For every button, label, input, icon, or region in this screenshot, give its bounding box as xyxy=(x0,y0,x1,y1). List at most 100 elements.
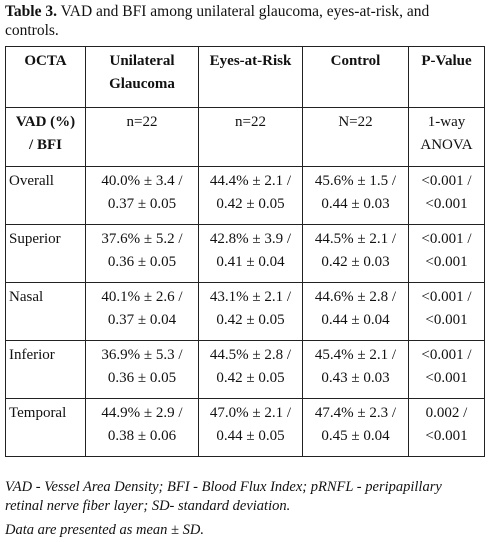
cell-line: VAD (%) xyxy=(15,114,76,130)
cell-line: Eyes-at-Risk xyxy=(209,53,292,69)
table-cell: 42.8% ± 3.9 / 0.41 ± 0.04 xyxy=(198,224,303,283)
cell-line: Nasal xyxy=(9,289,44,305)
table-cell: Eyes-at-Risk xyxy=(198,46,303,108)
cell-line: N=22 xyxy=(338,114,373,130)
cell-line: 0.41 ± 0.04 xyxy=(216,254,285,270)
cell-line: 47.0% ± 2.1 / xyxy=(209,405,292,421)
table-cell: 45.6% ± 1.5 / 0.44 ± 0.03 xyxy=(302,166,409,225)
table-cell: Unilateral Glaucoma xyxy=(85,46,199,108)
table-row: OCTA Unilateral Glaucoma Eyes-at-Risk Contro… xyxy=(5,46,485,108)
cell-line: 0.44 ± 0.03 xyxy=(321,196,390,212)
table-cell: 45.4% ± 2.1 / 0.43 ± 0.03 xyxy=(302,340,409,399)
cell-line: 43.1% ± 2.1 / xyxy=(209,289,292,305)
cell-line: Glaucoma xyxy=(109,76,175,92)
cell-line: 45.4% ± 2.1 / xyxy=(314,347,397,363)
table-row: VAD (%) / BFI n=22 n=22 N=22 1-way ANOVA xyxy=(5,107,485,167)
table-cell: 40.0% ± 3.4 / 0.37 ± 0.05 xyxy=(85,166,199,225)
cell-line: 0.36 ± 0.05 xyxy=(107,370,177,386)
cell-line: <0.001 xyxy=(425,312,468,328)
cell-line: Overall xyxy=(9,173,54,189)
cell-line: 44.9% ± 2.9 / xyxy=(101,405,183,421)
table-cell: Temporal xyxy=(5,398,86,457)
table-cell: Control xyxy=(302,46,409,108)
footnote: Data are presented as mean ± SD. xyxy=(5,522,204,538)
cell-line: 0.37 ± 0.05 xyxy=(107,196,177,212)
table-row: Superior 37.6% ± 5.2 / 0.36 ± 0.05 42.8% ± … xyxy=(5,224,485,283)
table-cell: <0.001 / <0.001 xyxy=(408,224,485,283)
cell-line: / BFI xyxy=(29,137,62,153)
cell-line: 47.4% ± 2.3 / xyxy=(314,405,397,421)
cell-line: 44.6% ± 2.8 / xyxy=(314,289,397,305)
cell-line: 45.6% ± 1.5 / xyxy=(314,173,397,189)
table-cell: 44.4% ± 2.1 / 0.42 ± 0.05 xyxy=(198,166,303,225)
table-cell: P-Value xyxy=(408,46,485,108)
table-cell: 44.5% ± 2.1 / 0.42 ± 0.03 xyxy=(302,224,409,283)
cell-line: <0.001 / xyxy=(421,347,472,363)
table-cell: 43.1% ± 2.1 / 0.42 ± 0.05 xyxy=(198,282,303,341)
table-cell: <0.001 / <0.001 xyxy=(408,282,485,341)
table-cell: Overall xyxy=(5,166,86,225)
table-cell: 47.0% ± 2.1 / 0.44 ± 0.05 xyxy=(198,398,303,457)
caption: Table 3. VAD and BFI among unilateral gl… xyxy=(5,2,483,40)
cell-line: 40.0% ± 3.4 / xyxy=(101,173,183,189)
cell-line: 37.6% ± 5.2 / xyxy=(101,231,183,247)
table-cell: OCTA xyxy=(5,46,86,108)
table-cell: 0.002 / <0.001 xyxy=(408,398,485,457)
cell-line: 1-way xyxy=(427,114,466,130)
cell-line: 44.5% ± 2.1 / xyxy=(314,231,397,247)
cell-line: n=22 xyxy=(235,114,266,130)
cell-line: <0.001 xyxy=(425,428,468,444)
table-cell: Inferior xyxy=(5,340,86,399)
cell-line: P-Value xyxy=(421,53,472,69)
cell-line: <0.001 / xyxy=(421,289,472,305)
cell-line: 0.002 / xyxy=(425,405,468,421)
table-cell: VAD (%) / BFI xyxy=(5,107,86,167)
cell-line: <0.001 xyxy=(425,254,468,270)
cell-line: 0.37 ± 0.04 xyxy=(107,312,177,328)
table-cell: 40.1% ± 2.6 / 0.37 ± 0.04 xyxy=(85,282,199,341)
cell-line: 0.43 ± 0.03 xyxy=(321,370,390,386)
table-row: Nasal 40.1% ± 2.6 / 0.37 ± 0.04 43.1% ± 2.1… xyxy=(5,282,485,341)
cell-line: 36.9% ± 5.3 / xyxy=(101,347,183,363)
table: OCTA Unilateral Glaucoma Eyes-at-Risk Contro… xyxy=(5,46,485,457)
table-cell: Nasal xyxy=(5,282,86,341)
table-cell: 44.5% ± 2.8 / 0.42 ± 0.05 xyxy=(198,340,303,399)
table-cell: <0.001 / <0.001 xyxy=(408,166,485,225)
cell-line: 40.1% ± 2.6 / xyxy=(101,289,183,305)
table-cell: 47.4% ± 2.3 / 0.45 ± 0.04 xyxy=(302,398,409,457)
cell-line: <0.001 xyxy=(425,196,468,212)
cell-line: 0.44 ± 0.04 xyxy=(321,312,390,328)
cell-line: 42.8% ± 3.9 / xyxy=(209,231,292,247)
table-cell: 36.9% ± 5.3 / 0.36 ± 0.05 xyxy=(85,340,199,399)
cell-line: ANOVA xyxy=(420,137,473,153)
cell-line: 0.42 ± 0.05 xyxy=(216,370,285,386)
footnote: VAD - Vessel Area Density; BFI - Blood F… xyxy=(5,479,442,514)
table-cell: N=22 xyxy=(302,107,409,167)
cell-line: <0.001 xyxy=(425,370,468,386)
cell-line: Temporal xyxy=(9,405,67,421)
caption-text: VAD and BFI among unilateral glaucoma, e… xyxy=(5,3,430,39)
table-row: Overall 40.0% ± 3.4 / 0.37 ± 0.05 44.4% ± 2… xyxy=(5,166,485,225)
cell-line: Inferior xyxy=(9,347,55,363)
cell-line: n=22 xyxy=(126,114,158,130)
cell-line: 0.38 ± 0.06 xyxy=(107,428,177,444)
table-cell: n=22 xyxy=(198,107,303,167)
cell-line: 0.42 ± 0.05 xyxy=(216,312,285,328)
table-row: Temporal 44.9% ± 2.9 / 0.38 ± 0.06 47.0% ± … xyxy=(5,398,485,457)
table-cell: Superior xyxy=(5,224,86,283)
cell-line: 0.42 ± 0.05 xyxy=(216,196,285,212)
table-cell: <0.001 / <0.001 xyxy=(408,340,485,399)
table-cell: 37.6% ± 5.2 / 0.36 ± 0.05 xyxy=(85,224,199,283)
cell-line: <0.001 / xyxy=(421,173,472,189)
table-row: Inferior 36.9% ± 5.3 / 0.36 ± 0.05 44.5% ± … xyxy=(5,340,485,399)
cell-line: 0.44 ± 0.05 xyxy=(216,428,285,444)
table-cell: n=22 xyxy=(85,107,199,167)
table-cell: 1-way ANOVA xyxy=(408,107,485,167)
caption-label: Table 3. xyxy=(5,3,57,20)
cell-line: 0.45 ± 0.04 xyxy=(321,428,390,444)
table-cell: 44.6% ± 2.8 / 0.44 ± 0.04 xyxy=(302,282,409,341)
cell-line: Superior xyxy=(9,231,61,247)
cell-line: Control xyxy=(330,53,381,69)
cell-line: 44.5% ± 2.8 / xyxy=(209,347,292,363)
